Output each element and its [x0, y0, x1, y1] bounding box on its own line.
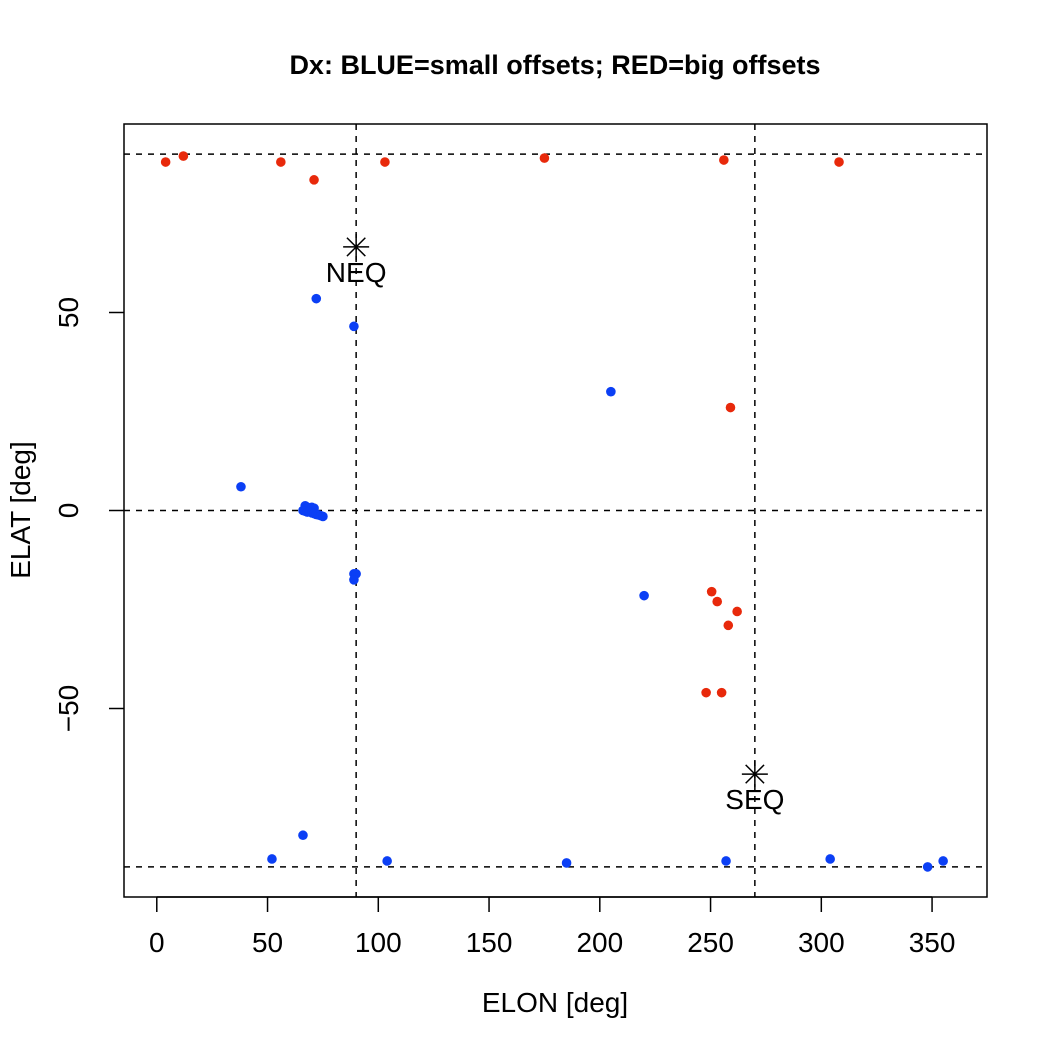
- data-point: [382, 856, 392, 866]
- x-tick-label: 150: [466, 927, 513, 958]
- data-point: [922, 862, 933, 872]
- data-point: [712, 596, 723, 607]
- asterisk-marker-icon: [343, 233, 370, 260]
- data-point: [309, 175, 319, 185]
- y-axis-label: ELAT [deg]: [5, 441, 36, 579]
- data-point: [701, 687, 711, 698]
- data-point: [380, 157, 390, 167]
- data-point: [311, 293, 322, 304]
- annotations: NEQ SEQ: [326, 233, 784, 815]
- x-axis-label: ELON [deg]: [482, 987, 628, 1018]
- asterisk-marker-icon: [741, 761, 768, 788]
- data-point: [561, 858, 572, 868]
- data-point: [318, 511, 328, 522]
- data-point: [719, 155, 729, 165]
- data-point: [825, 854, 835, 864]
- data-point: [834, 157, 844, 167]
- data-point: [267, 854, 277, 864]
- x-tick-label: 350: [909, 927, 956, 958]
- x-tick-label: 300: [798, 927, 845, 958]
- asterisk-stroke: [346, 237, 366, 257]
- y-tick-label: −50: [53, 685, 84, 733]
- data-point: [706, 586, 717, 597]
- x-tick-label: 50: [252, 927, 283, 958]
- data-point: [606, 386, 616, 397]
- data-point: [349, 575, 359, 585]
- x-tick-label: 200: [576, 927, 623, 958]
- data-point: [639, 590, 649, 601]
- data-point: [276, 157, 286, 167]
- data-point: [349, 321, 359, 332]
- reference-lines: [124, 124, 987, 897]
- data-point: [539, 153, 550, 163]
- data-point: [236, 481, 246, 492]
- data-point: [160, 157, 171, 167]
- x-tick-label: 0: [149, 927, 165, 958]
- data-point: [716, 687, 727, 698]
- x-tick-label: 100: [355, 927, 402, 958]
- x-axis: 0 50 100 150 200 250 300 350: [149, 896, 956, 958]
- y-tick-label: 0: [53, 503, 84, 519]
- data-point: [723, 620, 734, 631]
- data-point: [178, 151, 189, 161]
- data-point: [732, 606, 742, 617]
- data-points: [160, 151, 948, 872]
- annotation-label: SEQ: [725, 784, 784, 815]
- data-point: [725, 402, 736, 413]
- annotation-label: NEQ: [326, 257, 387, 288]
- y-axis: −50 0 50: [53, 297, 124, 732]
- data-point: [938, 856, 948, 866]
- data-point: [721, 856, 731, 866]
- x-tick-label: 250: [687, 927, 734, 958]
- y-tick-label: 50: [53, 297, 84, 328]
- asterisk-stroke: [745, 764, 765, 784]
- chart-title: Dx: BLUE=small offsets; RED=big offsets: [289, 50, 820, 80]
- data-point: [298, 830, 308, 841]
